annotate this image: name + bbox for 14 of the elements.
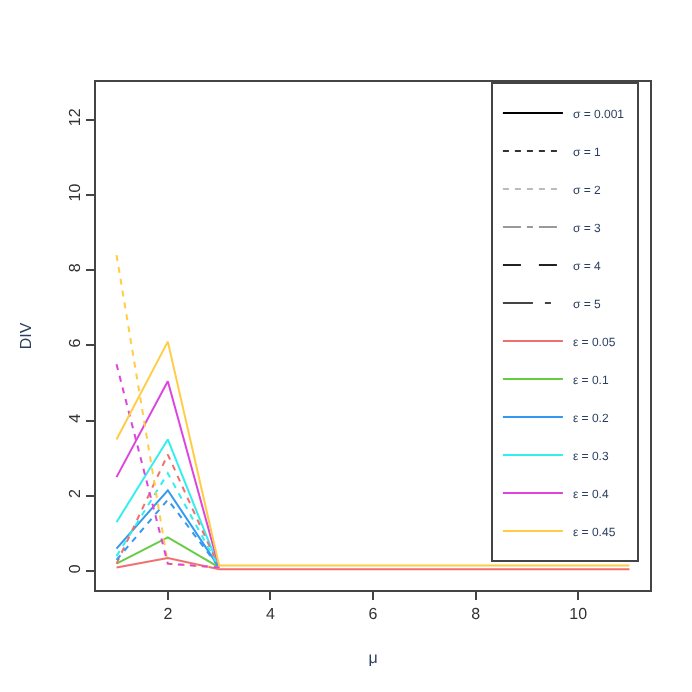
y-tick-label: 2 [65,487,84,498]
x-tick-label: 8 [471,605,482,624]
y-tick-label: 12 [65,107,84,127]
x-tick-label: 6 [368,605,379,624]
x-tick-label: 10 [569,605,589,624]
y-tick-label: 6 [65,337,84,348]
y-axis-title: DIV [17,321,35,350]
y-tick-label: 4 [65,412,84,423]
x-axis-title: μ [368,649,379,668]
y-tick-label: 8 [65,262,84,273]
y-tick-label: 10 [65,182,84,202]
x-tick-label: 4 [265,605,276,624]
y-tick-label: 0 [65,563,84,574]
x-tick-label: 2 [163,605,174,624]
